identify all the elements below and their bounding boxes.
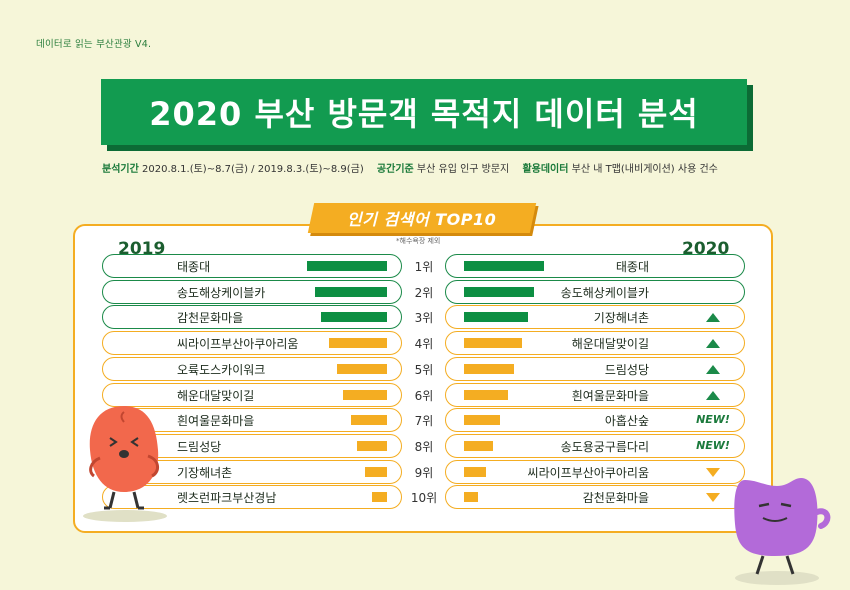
data-value: 부산 내 T맵(내비게이션) 사용 건수: [571, 164, 718, 175]
series-label: 데이터로 읽는 부산관광 V4.: [36, 39, 152, 50]
place-name: 오륙도스카이워크: [177, 362, 266, 377]
trend-up-icon: [693, 390, 733, 400]
section-tag: 인기 검색어 TOP10: [307, 203, 537, 233]
bar-2020: [464, 363, 514, 374]
bar-2019: [337, 363, 387, 374]
bar-2019: [329, 338, 387, 349]
place-name: 감천문화마을: [582, 491, 649, 506]
trend-down-icon: [693, 493, 733, 503]
trend-down-icon: [693, 467, 733, 477]
ranking-row-2020: 아홉산숲 NEW!: [445, 408, 745, 433]
meta-line: 분석기간 2020.8.1.(토)~8.7(금) / 2019.8.3.(토)~…: [102, 160, 762, 175]
place-name: 송도용궁구름다리: [560, 439, 649, 454]
ranking-row-2020: 감천문화마을: [445, 485, 745, 510]
place-name: 태종대: [177, 260, 211, 274]
place-name: 드림성당: [604, 362, 649, 377]
rank-label: 3위: [414, 311, 434, 326]
place-name: 흰여울문화마을: [177, 414, 255, 429]
bar-2020: [464, 389, 508, 400]
bar-2019: [365, 466, 387, 477]
bar-2020: [464, 415, 500, 426]
bar-2020: [464, 466, 486, 477]
purple-mascot: [734, 478, 831, 585]
place-name: 감천문화마을: [177, 311, 244, 326]
bar-2019: [307, 261, 387, 271]
title-banner: 2020 부산 방문객 목적지 데이터 분석: [101, 79, 747, 145]
place-name: 기장해녀촌: [593, 311, 649, 326]
space-key: 공간기준: [376, 164, 414, 175]
period-value: 2020.8.1.(토)~8.7(금) / 2019.8.3.(토)~8.9(금…: [142, 164, 364, 175]
place-name: 송도해상케이블카: [560, 285, 649, 300]
footnote: *해수욕장 제외: [396, 237, 441, 245]
place-name: 해운대달맞이길: [571, 337, 649, 352]
red-mascot: [83, 406, 167, 522]
rank-label: 6위: [414, 388, 434, 403]
ranking-row-2019: 씨라이프부산아쿠아리움: [102, 331, 402, 356]
place-name: 아홉산숲: [604, 414, 649, 429]
ranking-row-2020: 송도해상케이블카: [445, 279, 745, 304]
bar-2020: [464, 492, 478, 503]
rank-label: 1위: [414, 260, 434, 274]
ranking-row-2020: 흰여울문화마을: [445, 382, 745, 407]
bar-2019: [351, 415, 387, 426]
new-badge: NEW!: [696, 413, 730, 427]
place-name: 기장해녀촌: [177, 465, 233, 480]
place-name: 씨라이프부산아쿠아리움: [527, 465, 649, 480]
ranking-row-2019: 감천문화마을: [102, 305, 402, 330]
ranking-row-2019: 오륙도스카이워크: [102, 356, 402, 381]
place-name: 태종대: [615, 260, 649, 274]
place-name: 흰여울문화마을: [571, 388, 649, 403]
bar-2020: [464, 286, 534, 297]
bar-2019: [343, 389, 387, 400]
ranking-row-2020: 해운대달맞이길: [445, 331, 745, 356]
bar-2020: [464, 261, 544, 271]
ranking-row-2020: 드림성당: [445, 356, 745, 381]
place-name: 송도해상케이블카: [177, 285, 266, 300]
ranking-row-2019: 렛츠런파크부산경남: [102, 485, 402, 510]
rank-label: 8위: [414, 439, 434, 454]
rank-label: 5위: [414, 362, 434, 377]
bar-2019: [315, 286, 387, 297]
ranking-row-2019: 해운대달맞이길: [102, 382, 402, 407]
place-name: 드림성당: [177, 439, 222, 454]
ranking-row-2020: 태종대: [445, 254, 745, 278]
space-value: 부산 유입 인구 방문지: [416, 164, 510, 175]
rank-label: 10위: [410, 491, 438, 506]
ranking-row-2019: 송도해상케이블카: [102, 279, 402, 304]
place-name: 해운대달맞이길: [177, 388, 255, 403]
place-name: 렛츠런파크부산경남: [177, 491, 277, 506]
trend-up-icon: [693, 339, 733, 349]
ranking-row-2019: 태종대: [102, 254, 402, 278]
data-key: 활용데이터: [522, 164, 569, 175]
rank-label: 9위: [414, 465, 434, 480]
section-tag-label: 인기 검색어 TOP10: [347, 210, 497, 229]
bar-2019: [372, 492, 387, 503]
rank-label: 4위: [414, 337, 434, 352]
bar-2019: [357, 440, 387, 451]
bar-2019: [321, 312, 387, 323]
page-title: 2020 부산 방문객 목적지 데이터 분석: [149, 95, 699, 133]
trend-up-icon: [693, 364, 733, 374]
period-key: 분석기간: [102, 164, 139, 175]
bar-2020: [464, 338, 522, 349]
ranking-row-2020: 송도용궁구름다리 NEW!: [445, 433, 745, 458]
place-name: 씨라이프부산아쿠아리움: [177, 337, 299, 352]
bar-2020: [464, 312, 528, 323]
rank-label: 7위: [414, 414, 434, 429]
ranking-row-2020: 기장해녀촌: [445, 305, 745, 330]
trend-up-icon: [693, 313, 733, 323]
rank-label: 2위: [414, 285, 434, 300]
ranking-row-2020: 씨라이프부산아쿠아리움: [445, 459, 745, 484]
new-badge: NEW!: [696, 438, 730, 452]
bar-2020: [464, 440, 493, 451]
